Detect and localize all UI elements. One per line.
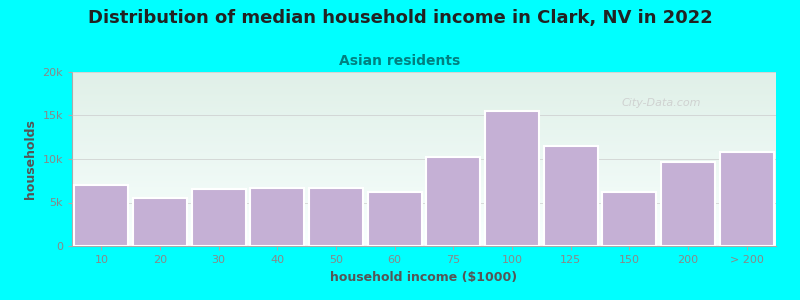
Bar	[309, 188, 363, 246]
Y-axis label: households: households	[24, 119, 37, 199]
Bar	[544, 146, 598, 246]
Bar	[661, 162, 715, 246]
Bar	[720, 152, 774, 246]
Bar	[250, 188, 304, 246]
Text: Distribution of median household income in Clark, NV in 2022: Distribution of median household income …	[88, 9, 712, 27]
Bar	[602, 192, 656, 246]
Bar	[133, 198, 187, 246]
Bar	[485, 111, 539, 246]
Bar	[426, 157, 480, 246]
X-axis label: household income ($1000): household income ($1000)	[330, 271, 518, 284]
Bar	[192, 190, 246, 246]
Bar	[74, 185, 128, 246]
Bar	[368, 192, 422, 246]
Text: City-Data.com: City-Data.com	[621, 98, 701, 108]
Text: Asian residents: Asian residents	[339, 54, 461, 68]
